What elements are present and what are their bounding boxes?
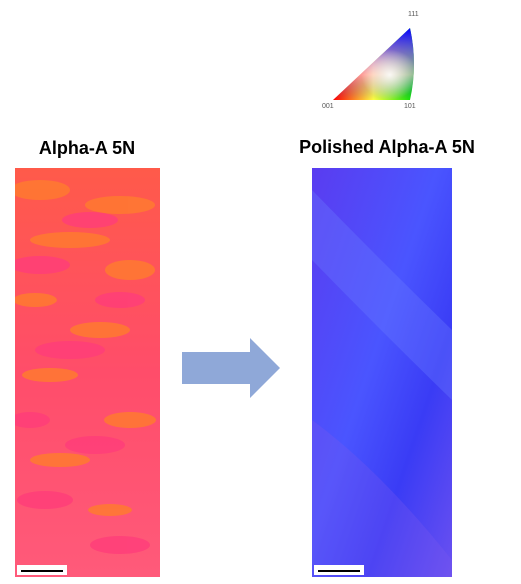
key-label: 001 xyxy=(322,103,334,110)
ebsd-map xyxy=(312,168,452,577)
ebsd-map xyxy=(10,168,160,577)
key-label: 111 xyxy=(408,11,419,18)
figure: 111 001 101 Alpha-A 5N Polished Alpha-A … xyxy=(0,0,521,579)
arrow xyxy=(182,338,280,398)
panel-title: Polished Alpha-A 5N xyxy=(299,137,475,157)
key-label: 101 xyxy=(404,103,416,110)
ipf-key: 111 001 101 xyxy=(322,11,419,110)
panel-title: Alpha-A 5N xyxy=(39,138,135,158)
